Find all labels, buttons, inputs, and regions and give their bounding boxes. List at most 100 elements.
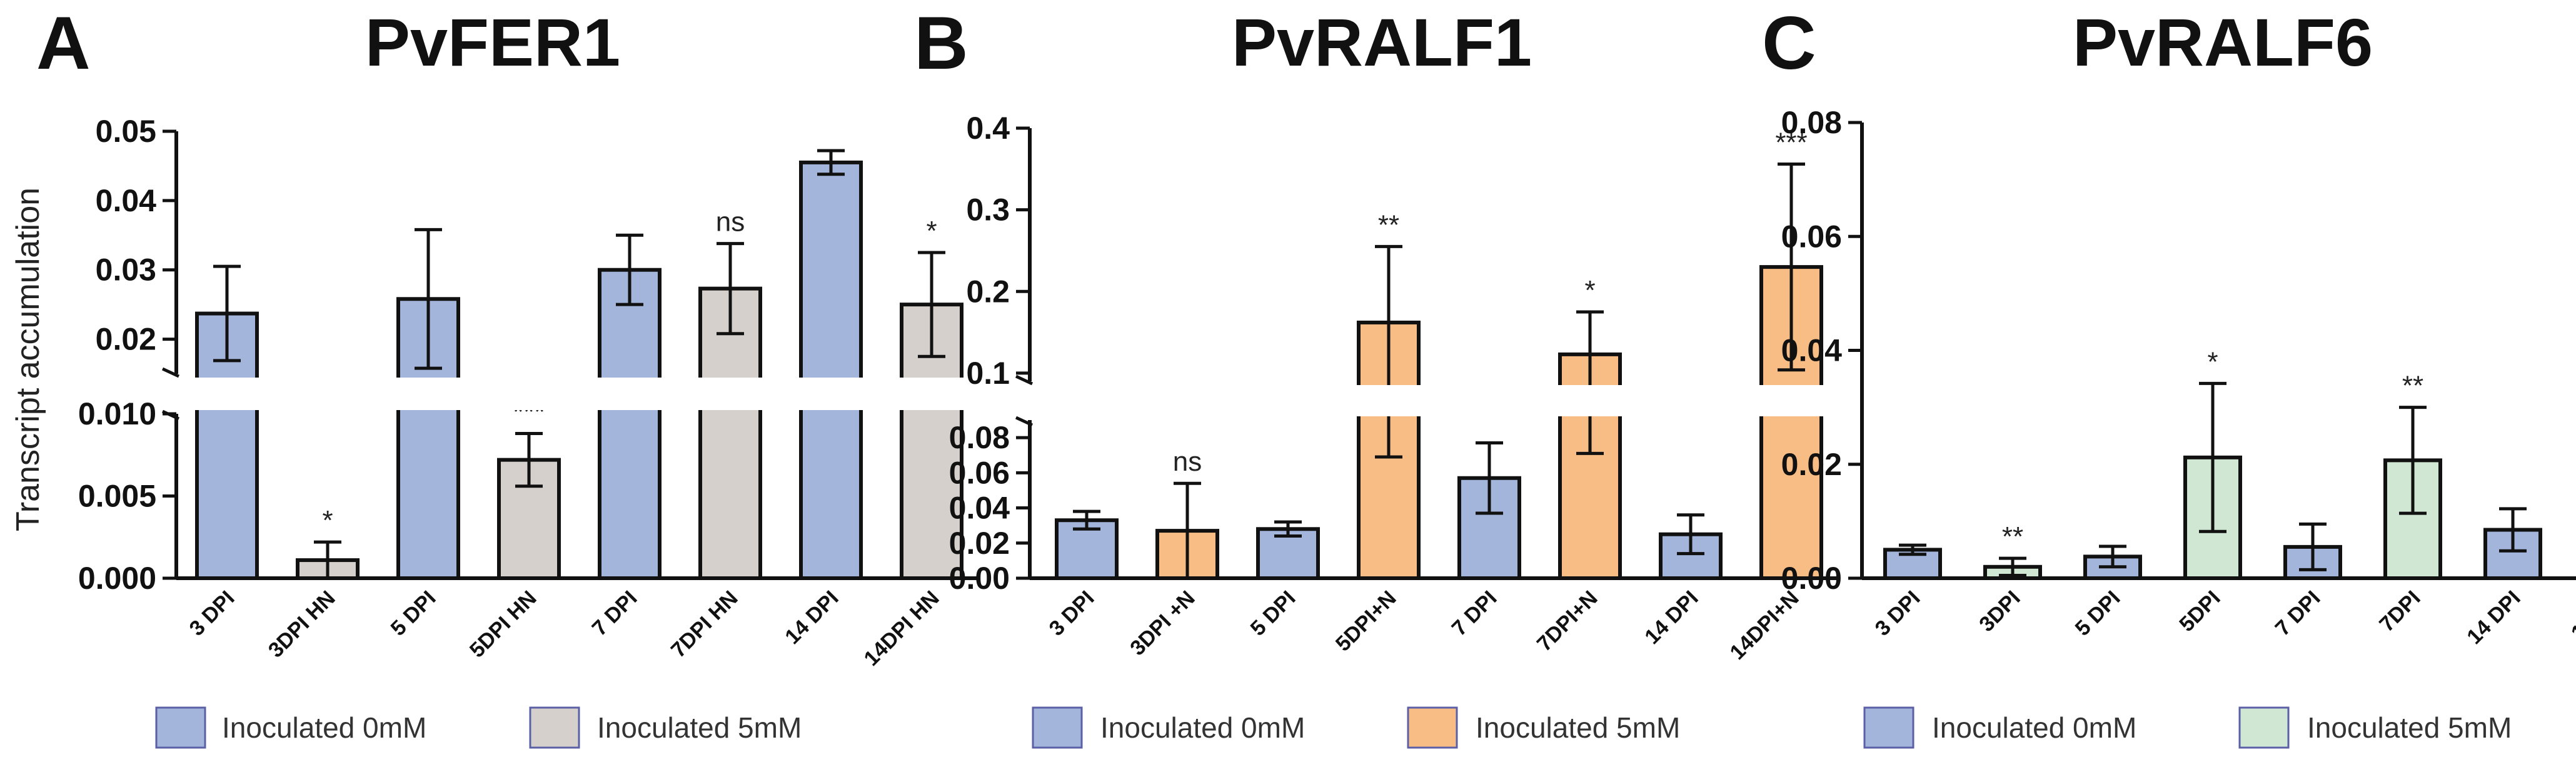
category-label-c-3: 5DPI (2175, 586, 2225, 636)
category-label-b-7: 14DPI+N (1726, 586, 1804, 664)
panel-b-plot: 0.10.20.30.40.000.020.040.060.083 DPIns3… (949, 111, 1843, 664)
category-label-b-1: 3DPI +N (1125, 586, 1199, 660)
chart-title-c: PvRALF6 (2073, 4, 2373, 80)
error-bar-b-7 (1778, 162, 1805, 372)
y-tick-label-b-0-1: 0.2 (966, 274, 1010, 309)
y-tick-label-a-0-3: 0.05 (96, 114, 156, 149)
legend-c: Inoculated 0mM Inoculated 5mM (1863, 706, 2512, 749)
significance-b-3: ** (1378, 209, 1399, 240)
error-bar-b-4 (1476, 441, 1503, 515)
legend-b: Inoculated 0mM Inoculated 5mM (1032, 706, 1680, 749)
legend-a: Inoculated 0mM Inoculated 5mM (155, 706, 802, 749)
legend-label-a-0: Inoculated 0mM (222, 711, 426, 744)
category-label-c-2: 5 DPI (2071, 586, 2125, 641)
legend-swatch-a-1 (529, 706, 580, 749)
bar-a-5 (698, 286, 762, 580)
significance-a-7: * (926, 216, 937, 246)
category-label-c-5: 7DPI (2375, 586, 2425, 636)
category-label-c-4: 7 DPI (2271, 586, 2325, 641)
category-label-b-4: 7 DPI (1447, 586, 1502, 641)
category-label-a-7: 14DPI HN (860, 586, 944, 671)
legend-swatch-c-1 (2238, 706, 2290, 749)
bar-a-6 (799, 160, 863, 580)
category-label-b-6: 14 DPI (1640, 586, 1703, 649)
error-bar-c-6 (2499, 507, 2527, 553)
y-tick-label-a-1-1: 0.005 (78, 479, 156, 514)
y-axis-label: Transcript accumulation (10, 188, 46, 531)
legend-swatch-b-1 (1407, 706, 1458, 749)
y-tick-label-a-0-2: 0.04 (96, 183, 157, 218)
category-label-a-0: 3 DPI (185, 586, 239, 641)
y-tick-label-b-0-3: 0.4 (966, 111, 1010, 146)
error-bar-b-5 (1576, 310, 1604, 455)
category-label-a-1: 3DPI HN (264, 586, 340, 663)
category-label-c-6: 14 DPI (2462, 586, 2525, 649)
significance-c-5: ** (2402, 371, 2423, 401)
category-label-a-5: 7DPI HN (667, 586, 743, 663)
legend-swatch-b-0 (1032, 706, 1083, 749)
category-label-b-3: 5DPI+N (1331, 586, 1401, 656)
error-bar-a-2 (415, 228, 442, 370)
y-tick-label-a-0-1: 0.03 (96, 253, 156, 288)
y-tick-label-b-1-2: 0.04 (949, 491, 1010, 526)
y-tick-label-c-0-0: 0.00 (1781, 561, 1842, 596)
y-tick-label-b-0-0: 0.1 (966, 356, 1010, 391)
y-tick-label-c-0-3: 0.06 (1781, 219, 1842, 254)
significance-c-1: ** (2002, 521, 2023, 552)
y-tick-label-b-0-2: 0.3 (966, 193, 1010, 228)
y-tick-label-a-1-0: 0.000 (78, 561, 156, 596)
axis-break-gap-b (1011, 385, 1843, 416)
chart-title-b: PvRALF1 (1232, 4, 1532, 80)
y-tick-label-b-1-4: 0.08 (949, 420, 1010, 455)
significance-b-7: *** (1775, 127, 1807, 158)
significance-b-1: ns (1173, 446, 1202, 477)
category-label-a-3: 5DPI HN (465, 586, 541, 663)
category-label-b-0: 3 DPI (1045, 586, 1099, 641)
y-tick-label-a-0-0: 0.02 (96, 322, 156, 357)
axis-break-mark-upper-b (1015, 374, 1034, 386)
legend-swatch-c-0 (1863, 706, 1914, 749)
category-label-a-6: 14 DPI (780, 586, 843, 649)
panel-letter-a: A (36, 1, 91, 85)
category-label-c-7: 14DPI (2567, 586, 2576, 645)
panel-c-plot: 0.00 0.02 0.04 0.06 0.08 3 DPI ** 3DPI 5 DPI * 5DP… (1781, 105, 2576, 649)
category-label-b-5: 7DPI+N (1532, 586, 1602, 656)
error-bar-b-6 (1677, 513, 1704, 556)
category-label-a-2: 5 DPI (386, 586, 441, 641)
y-tick-label-b-1-3: 0.06 (949, 455, 1010, 490)
category-label-c-0: 3 DPI (1871, 586, 1925, 641)
legend-label-c-0: Inoculated 0mM (1932, 711, 2136, 744)
significance-a-1: * (322, 505, 333, 536)
y-tick-label-a-1-2: 0.010 (78, 396, 156, 431)
y-tick-label-b-1-1: 0.02 (949, 526, 1010, 561)
error-bar-b-1 (1174, 481, 1201, 580)
bar-a-2 (396, 297, 460, 580)
axis-break-mark-lower-b (1015, 416, 1034, 427)
panel-letter-c: C (1762, 1, 1816, 85)
legend-label-c-1: Inoculated 5mM (2307, 711, 2512, 744)
category-label-c-1: 3DPI (1975, 586, 2025, 636)
significance-c-3: * (2207, 346, 2218, 377)
error-bar-c-5 (2399, 406, 2427, 515)
error-bar-a-0 (213, 264, 241, 363)
axis-break-mark-lower-a (161, 409, 180, 421)
legend-label-b-1: Inoculated 5mM (1476, 711, 1680, 744)
error-bar-a-5 (717, 242, 744, 336)
axis-break-gap-a (158, 378, 984, 410)
error-bar-a-1 (314, 540, 341, 580)
legend-label-b-0: Inoculated 0mM (1100, 711, 1305, 744)
error-bar-a-6 (817, 149, 845, 176)
legend-swatch-a-0 (155, 706, 206, 749)
error-bar-b-3 (1375, 244, 1402, 459)
error-bar-c-3 (2199, 381, 2226, 533)
significance-a-5: ns (716, 207, 745, 238)
legend-label-a-1: Inoculated 5mM (597, 711, 802, 744)
error-bar-b-2 (1274, 520, 1302, 538)
error-bar-a-4 (616, 233, 643, 306)
error-bar-a-7 (918, 251, 945, 358)
panel-a-plot: 0.02 0.03 0.04 0.05 0.000 0.005 0.010 3 DPI * 3DP… (78, 114, 984, 671)
error-bar-c-4 (2299, 522, 2327, 571)
category-label-a-4: 7 DPI (588, 586, 642, 641)
panel-letter-b: B (914, 1, 969, 85)
